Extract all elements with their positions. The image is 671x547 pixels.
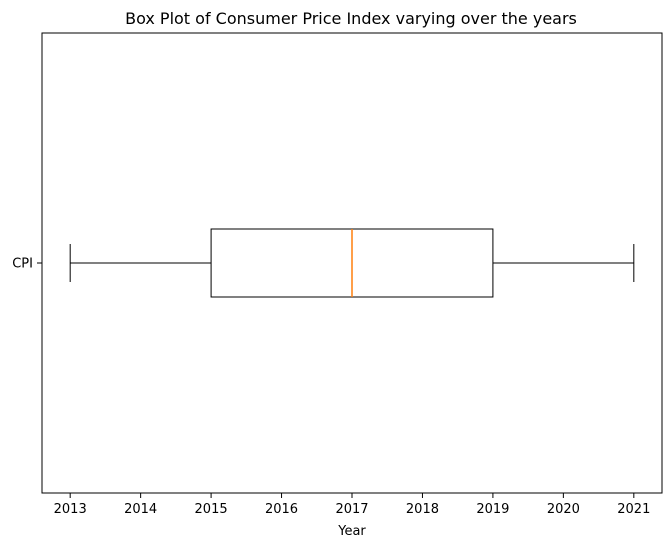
chart-title: Box Plot of Consumer Price Index varying… [125, 9, 577, 28]
x-tick-label: 2021 [617, 502, 650, 517]
x-tick-label: 2019 [476, 502, 509, 517]
x-tick-label: 2013 [54, 502, 87, 517]
y-tick-label: CPI [12, 257, 33, 272]
x-axis-label: Year [337, 524, 366, 539]
x-tick-label: 2020 [547, 502, 580, 517]
x-tick-label: 2017 [335, 502, 368, 517]
x-tick-label: 2014 [124, 502, 157, 517]
x-tick-label: 2016 [265, 502, 298, 517]
x-tick-label: 2015 [195, 502, 228, 517]
x-tick-label: 2018 [406, 502, 439, 517]
